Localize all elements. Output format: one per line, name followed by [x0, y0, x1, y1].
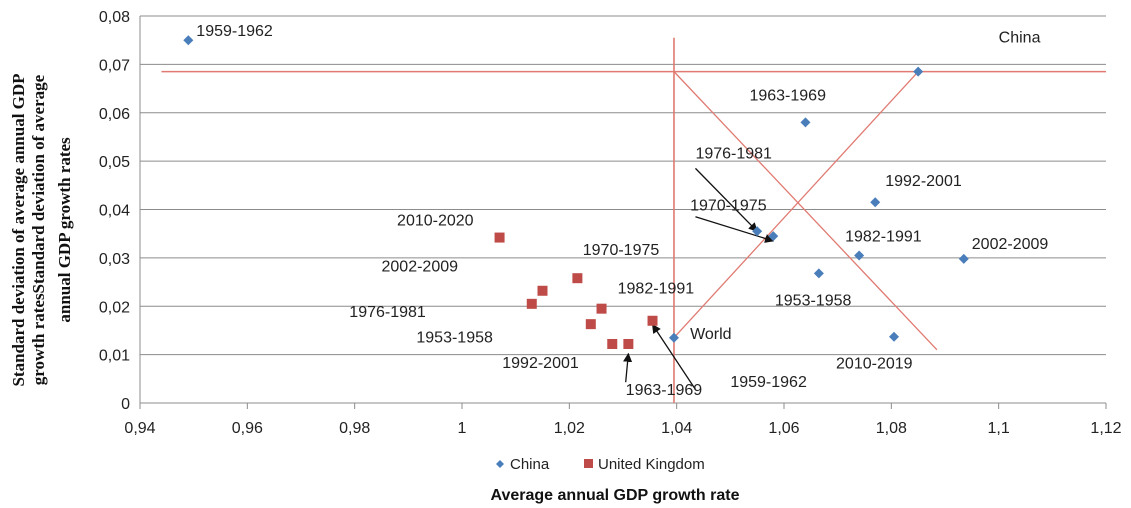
annotation-label: 1959-1962: [730, 374, 807, 391]
y-tick-label: 0,04: [99, 203, 130, 220]
china-point: [768, 231, 779, 242]
annotation-label: 1992-2001: [502, 355, 579, 372]
legend-uk-marker: [584, 459, 593, 468]
uk-point: [623, 338, 634, 349]
china-point: [889, 331, 900, 342]
china-point: [813, 268, 824, 279]
legend-china-marker: [496, 460, 504, 468]
data-label: 1982-1991: [845, 228, 922, 245]
y-tick-label: 0,08: [99, 9, 130, 26]
y-tick-label: 0: [121, 396, 130, 413]
y-axis-label-line: growth ratesStandard deviation of averag…: [29, 74, 48, 385]
x-tick-label: 1,02: [554, 420, 585, 437]
annotation-label: 1963-1969: [626, 382, 703, 399]
annotation-label: 1976-1981: [349, 304, 426, 321]
data-label: 1959-1962: [196, 23, 273, 40]
x-tick-label: 0,94: [124, 420, 155, 437]
data-labels: 1959-1962 1963-1969 1992-2001 1982-1991 2002…: [196, 23, 1048, 399]
annotation-label: 1982-1991: [618, 281, 695, 298]
uk-point: [607, 338, 618, 349]
y-axis-label-line: annual GDP growth rates: [55, 137, 74, 323]
china-point: [668, 332, 679, 343]
y-axis-label-line: Standard deviation of average annual GDP: [9, 73, 28, 386]
china-point: [958, 253, 969, 264]
y-tick-label: 0,03: [99, 251, 130, 268]
uk-point: [596, 303, 607, 314]
annotation-label: China: [999, 30, 1041, 47]
annotation-label: 1953-1958: [416, 330, 493, 347]
data-label: 2010-2020: [397, 213, 474, 230]
x-tick-label: 0,98: [339, 420, 370, 437]
reference-line: [673, 71, 919, 339]
china-point: [870, 197, 881, 208]
annotation-arrow: [623, 352, 633, 383]
data-label: 1953-1958: [775, 292, 852, 309]
uk-point: [526, 298, 537, 309]
y-tick-label: 0,06: [99, 106, 130, 123]
annotation-label: 2002-2009: [382, 258, 459, 275]
uk-point: [494, 232, 505, 243]
annotation-label: 1976-1981: [695, 146, 772, 163]
china-point: [913, 66, 924, 77]
x-axis-label: Average annual GDP growth rate: [491, 487, 740, 504]
uk-point: [537, 285, 548, 296]
legend-label: United Kingdom: [598, 456, 705, 473]
china-point: [183, 35, 194, 46]
data-label: 1963-1969: [749, 87, 826, 104]
y-tick-label: 0,01: [99, 348, 130, 365]
china-point: [752, 226, 763, 237]
gridlines: [140, 15, 1106, 356]
annotation-arrow: [695, 216, 775, 243]
x-tick-label: 1: [458, 420, 467, 437]
data-label: 1992-2001: [885, 173, 962, 190]
data-label: 2010-2019: [836, 356, 913, 373]
china-point: [800, 117, 811, 128]
uk-point: [647, 315, 658, 326]
legend-label: China: [510, 456, 550, 473]
uk-point: [572, 273, 583, 284]
annotation-label: 1970-1975: [690, 197, 767, 214]
x-tick-label: 1,08: [876, 420, 907, 437]
uk-point: [585, 319, 596, 330]
axes: 0 0,01 0,02 0,03 0,04 0,05 0,06 0,07 0,08 0,94 0,9…: [99, 9, 1122, 437]
x-tick-label: 1,04: [661, 420, 692, 437]
data-label: 2002-2009: [972, 236, 1049, 253]
reference-line: [673, 71, 938, 351]
y-axis-label: Standard deviation of average annual GDP…: [9, 73, 74, 386]
x-tick-label: 1,1: [988, 420, 1010, 437]
reference-lines: [161, 37, 1106, 403]
annotation-arrow: [694, 167, 758, 232]
x-tick-label: 0,96: [232, 420, 263, 437]
x-tick-label: 1,12: [1090, 420, 1121, 437]
annotation-label: World: [690, 326, 732, 343]
y-tick-label: 0,02: [99, 299, 130, 316]
x-tick-label: 1,06: [768, 420, 799, 437]
legend: China United Kingdom: [496, 456, 705, 473]
china-point: [854, 250, 865, 261]
annotation-arrow: [651, 323, 696, 390]
y-tick-label: 0,05: [99, 154, 130, 171]
data-points: [183, 35, 969, 349]
annotation-label: 1970-1975: [583, 242, 660, 259]
annotation-arrows: [623, 167, 775, 390]
y-tick-label: 0,07: [99, 57, 130, 74]
